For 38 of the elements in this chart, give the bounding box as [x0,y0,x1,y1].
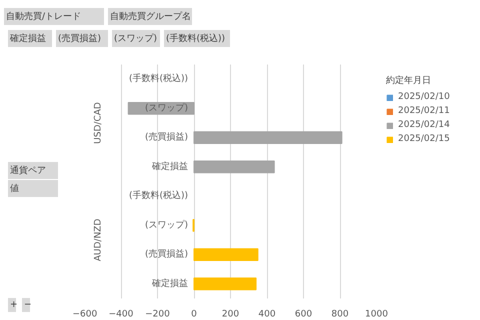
text: 自動売買/トレード [4,8,104,25]
x-tick-label: 200 [222,310,240,320]
text: 通貨ペア [8,162,58,179]
legend-label: 2025/02/15 [398,134,450,144]
bar [194,248,258,261]
x-tick-label: 600 [294,310,312,320]
text: 値 [8,180,58,197]
x-tick-label: 1000 [365,310,388,320]
bar [194,160,275,174]
y-tick-label: 確定損益 [151,160,188,172]
text: (スワップ) [112,30,160,47]
legend-label: 2025/02/10 [398,92,450,102]
y-tick-label: (手数料(税込)) [128,73,188,84]
x-tick-label: 800 [331,310,349,320]
legend-label: 2025/02/11 [398,106,450,116]
bar [194,278,257,290]
x-tick-label: 400 [258,310,276,320]
text: 確定損益 [8,30,52,47]
y-tick-label: (スワップ) [144,219,188,230]
legend-title: 約定年月日 [386,74,432,87]
y-tick-label: (手数料(税込)) [128,190,188,202]
text: (手数料(税込)) [164,30,230,47]
x-tick-label: −600 [72,310,98,320]
text: − [22,298,32,312]
bar [194,131,342,144]
text: 自動売買グループ名 [108,8,192,25]
y-tick-label: (スワップ) [144,102,188,114]
annotation: AUD/NZD [94,218,104,262]
y-tick-label: 確定損益 [151,278,188,289]
x-tick-label: 0 [191,310,198,320]
x-tick-label: −200 [145,310,170,320]
legend-label: 2025/02/14 [398,120,450,130]
text: + [8,298,18,312]
annotation: USD/CAD [94,102,104,144]
text: (売買損益) [56,30,108,47]
y-tick-label: (売買損益) [144,132,188,143]
y-tick-label: (売買損益) [144,248,188,260]
x-tick-label: −400 [108,310,134,320]
